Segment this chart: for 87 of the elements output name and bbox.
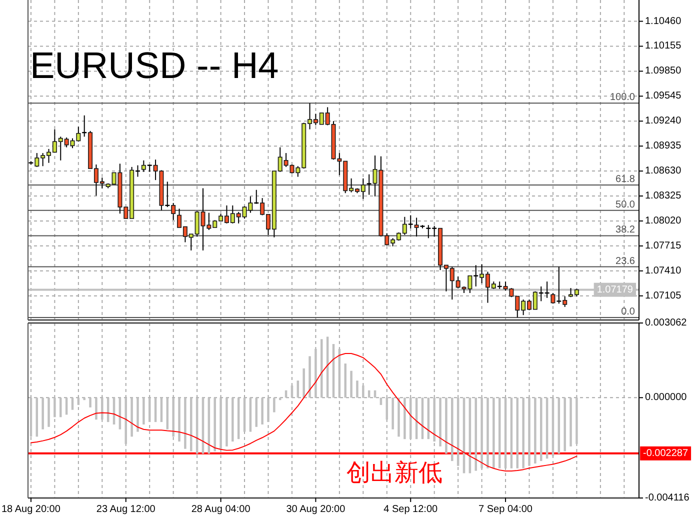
- y-tick-label: 1.07105: [645, 290, 682, 302]
- y-tick-label: 0.003062: [645, 318, 688, 328]
- x-tick-label: 18 Aug 20:00: [1, 504, 61, 515]
- bar: [320, 339, 323, 398]
- annotation: 0.0: [621, 306, 636, 318]
- y-tick-label: 1.07715: [645, 240, 682, 252]
- bar: [308, 356, 311, 398]
- bar: [42, 398, 44, 430]
- bar: [190, 398, 192, 452]
- y-tick-label: 1.08020: [645, 215, 682, 226]
- bar: [226, 398, 228, 446]
- annotation: 100.0: [610, 92, 636, 104]
- value-tag: 1.07179: [594, 282, 636, 297]
- annotation: 61.8: [616, 174, 636, 185]
- bar: [439, 398, 442, 446]
- y-tick-label: 1.08935: [645, 140, 682, 152]
- bar: [356, 380, 358, 398]
- y-tick-label: 1.08325: [645, 190, 682, 202]
- bar: [451, 398, 454, 462]
- y-tick-label: 1.08630: [645, 166, 682, 177]
- y-tick-label: 1.10460: [645, 16, 682, 27]
- bar: [576, 398, 578, 444]
- bar: [178, 398, 180, 442]
- ref-line-label: 1.07179: [596, 284, 634, 296]
- bar: [48, 398, 50, 427]
- bar: [273, 398, 276, 412]
- x-tick-label: 28 Aug 04:00: [191, 504, 251, 515]
- x-tick-label: 4 Sep 12:00: [384, 504, 438, 515]
- bar: [172, 398, 174, 437]
- bar: [136, 398, 139, 432]
- bar: [77, 398, 80, 405]
- annotation: 创出新低: [346, 458, 443, 486]
- ref-line-label: -0.002287: [643, 448, 688, 459]
- bar: [522, 398, 524, 468]
- bar: [83, 398, 86, 400]
- y-tick-label: 0.000000: [645, 392, 688, 404]
- bar: [486, 398, 489, 468]
- bar: [60, 398, 62, 418]
- x-tick-label: 30 Aug 20:00: [286, 504, 346, 515]
- y-tick-label: 1.07410: [645, 265, 682, 276]
- bar: [314, 348, 317, 398]
- bar: [445, 398, 448, 454]
- bar: [220, 398, 222, 449]
- bar: [130, 398, 133, 437]
- bar: [267, 398, 270, 422]
- bar: [362, 385, 364, 398]
- bar: [392, 398, 394, 430]
- y-tick-label: 1.09240: [645, 116, 682, 127]
- bar: [278, 398, 282, 400]
- bar: [480, 398, 483, 468]
- bar: [249, 398, 252, 432]
- bar: [398, 398, 400, 437]
- bar: [350, 370, 352, 398]
- y-tick-label: 1.09850: [645, 66, 682, 77]
- text: EURUSD -- H4: [30, 45, 279, 86]
- bar: [54, 398, 56, 418]
- annotation: 50.0: [616, 199, 636, 210]
- annotation: 23.6: [616, 256, 636, 267]
- y-tick-label: -0.004116: [645, 492, 690, 504]
- bar: [433, 398, 436, 442]
- value-tag: -0.002287: [640, 446, 692, 460]
- bar: [261, 398, 264, 424]
- bar: [570, 398, 572, 446]
- bar: [474, 398, 477, 471]
- bar: [302, 368, 305, 398]
- bar: [243, 398, 246, 432]
- bar: [380, 398, 382, 405]
- bar: [142, 398, 145, 424]
- bar: [101, 398, 104, 420]
- bar: [534, 398, 536, 464]
- bar: [404, 398, 406, 440]
- bar: [214, 398, 216, 452]
- bar: [528, 398, 530, 466]
- y-tick-label: 1.10155: [645, 40, 682, 52]
- bar: [564, 398, 566, 452]
- bar: [492, 398, 495, 468]
- bar: [232, 398, 234, 442]
- x-tick-label: 23 Aug 12:00: [96, 504, 156, 515]
- bar: [71, 398, 74, 410]
- bar: [95, 398, 98, 420]
- x-tick-label: 7 Sep 04:00: [478, 504, 533, 515]
- bar: [89, 398, 92, 408]
- bar: [166, 398, 169, 430]
- bar: [184, 398, 186, 449]
- bar: [344, 364, 346, 398]
- annotation: 38.2: [616, 224, 636, 236]
- y-tick-label: 1.09545: [645, 90, 682, 102]
